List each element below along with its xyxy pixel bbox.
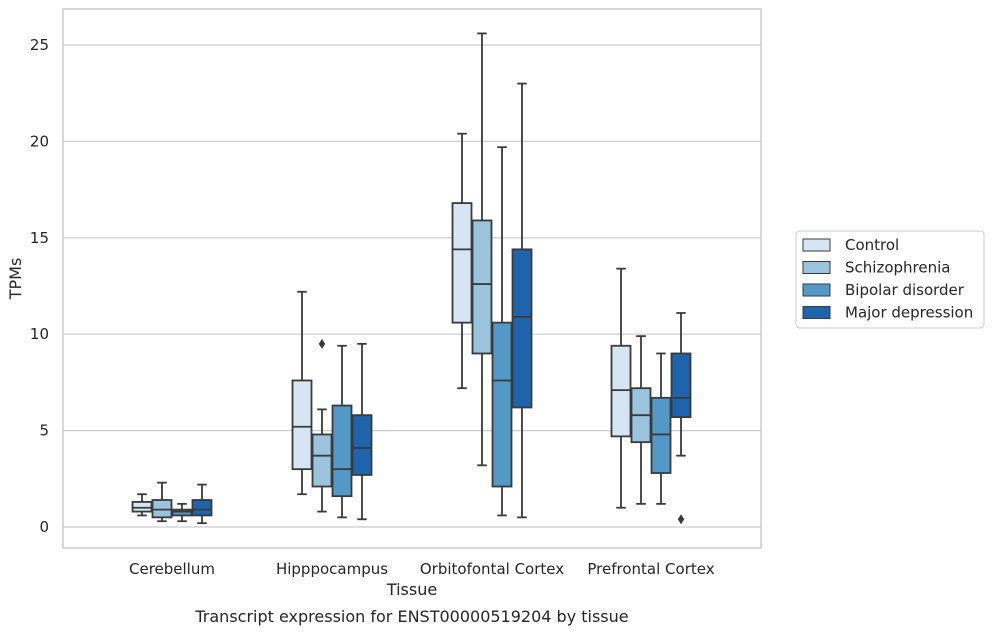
legend-label: Major depression xyxy=(845,304,973,322)
box-control-0 xyxy=(131,493,153,517)
box-schizophrenia-2 xyxy=(471,32,493,467)
y-tick-label: 0 xyxy=(39,518,49,536)
box-body xyxy=(311,433,333,488)
y-tick-label: 10 xyxy=(30,325,49,343)
box-control-1 xyxy=(291,290,313,496)
box-body xyxy=(491,321,513,488)
box-bipolar-disorder-1 xyxy=(331,344,353,519)
y-tick-label: 25 xyxy=(30,36,49,54)
legend-swatch xyxy=(802,306,831,319)
box-major-depression-2 xyxy=(511,82,533,519)
legend-swatch xyxy=(802,261,831,274)
chart-caption: Transcript expression for ENST0000051920… xyxy=(194,607,628,626)
box-body xyxy=(511,248,533,409)
boxes xyxy=(131,32,692,525)
box-major-depression-1 xyxy=(351,342,373,521)
box-body xyxy=(131,501,153,513)
y-axis-title: TPMs xyxy=(6,258,25,301)
legend-swatch xyxy=(802,238,831,252)
y-axis-ticks: 0 5 10 15 20 25 xyxy=(30,36,49,536)
box-body xyxy=(650,396,672,474)
gridlines xyxy=(63,44,761,528)
box-bipolar-disorder-0 xyxy=(171,502,193,523)
box-body xyxy=(351,414,373,476)
y-tick-label: 20 xyxy=(30,132,49,150)
box-body xyxy=(291,379,313,471)
legend-label: Schizophrenia xyxy=(845,259,950,277)
box-body xyxy=(471,219,493,355)
y-tick-label: 15 xyxy=(30,229,49,247)
box-body xyxy=(670,352,692,419)
legend-swatch xyxy=(802,283,831,297)
box-body xyxy=(191,499,213,517)
outlier-point xyxy=(318,338,326,349)
legend-frame xyxy=(795,230,985,329)
box-bipolar-disorder-3 xyxy=(650,352,672,505)
x-axis-ticks: Cerebellum Hipppocampus Orbitofontal Corte… xyxy=(129,560,715,578)
box-major-depression-0 xyxy=(191,483,213,525)
box-body xyxy=(331,404,353,498)
box-control-3 xyxy=(610,267,632,509)
box-schizophrenia-3 xyxy=(630,335,652,505)
outlier-point xyxy=(677,514,685,525)
box-control-2 xyxy=(451,132,473,390)
box-body xyxy=(451,202,473,324)
box-schizophrenia-1 xyxy=(311,338,333,513)
legend-label: Control xyxy=(845,236,899,254)
box-body xyxy=(171,508,193,517)
box-bipolar-disorder-2 xyxy=(491,146,513,517)
x-tick-label: Orbitofontal Cortex xyxy=(420,560,564,578)
legend: Control Schizophrenia Bipolar disorder Majo… xyxy=(795,230,985,329)
x-tick-label: Prefrontal Cortex xyxy=(587,560,714,578)
x-tick-label: Cerebellum xyxy=(129,560,215,578)
box-body xyxy=(151,499,173,519)
x-tick-label: Hipppocampus xyxy=(276,560,388,578)
plot-area-frame xyxy=(62,8,762,549)
y-tick-label: 5 xyxy=(39,422,49,440)
x-axis-title: Tissue xyxy=(386,580,437,599)
legend-label: Bipolar disorder xyxy=(845,281,965,299)
box-schizophrenia-0 xyxy=(151,481,173,523)
box-major-depression-3 xyxy=(670,312,692,525)
box-body xyxy=(610,344,632,438)
